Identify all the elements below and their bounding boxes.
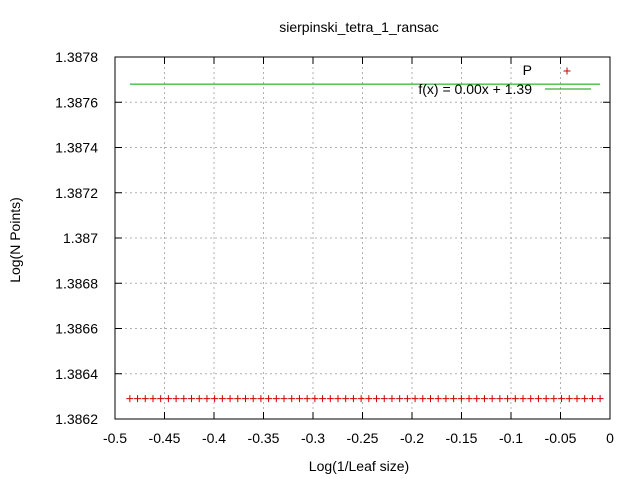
data-point — [565, 395, 573, 403]
data-point — [480, 395, 488, 403]
y-axis-label: Log(N Points) — [7, 197, 23, 283]
x-axis-label: Log(1/Leaf size) — [309, 458, 409, 474]
data-point — [419, 395, 427, 403]
data-point — [234, 395, 242, 403]
data-point — [403, 395, 411, 403]
data-point — [311, 395, 319, 403]
data-point — [588, 395, 596, 403]
y-tick-label: 1.3866 — [55, 321, 98, 337]
x-tick-label: -0.2 — [400, 430, 424, 446]
y-tick-labels: 1.3862 1.3864 1.3866 1.3868 1.387 1.3872 1.387… — [55, 49, 98, 427]
data-point — [573, 395, 581, 403]
data-point — [326, 395, 334, 403]
data-point — [272, 395, 280, 403]
data-point — [519, 395, 527, 403]
data-point — [457, 395, 465, 403]
y-tick-label: 1.3872 — [55, 185, 98, 201]
legend-label-points: P — [523, 62, 532, 78]
data-point — [534, 395, 542, 403]
x-tick-label: -0.3 — [301, 430, 325, 446]
data-point — [249, 395, 257, 403]
data-point — [488, 395, 496, 403]
series-layer — [126, 83, 604, 403]
data-point — [157, 395, 165, 403]
ticks — [114, 56, 611, 420]
data-point — [226, 395, 234, 403]
data-point — [303, 395, 311, 403]
y-tick-label: 1.3864 — [55, 366, 98, 382]
y-tick-label: 1.3878 — [55, 49, 98, 65]
data-point — [450, 395, 458, 403]
x-tick-label: 0 — [606, 430, 614, 446]
y-tick-label: 1.3868 — [55, 275, 98, 291]
legend-label-fit: f(x) = 0.00x + 1.39 — [418, 81, 532, 97]
data-point — [164, 395, 172, 403]
data-point — [195, 395, 203, 403]
x-tick-label: -0.25 — [347, 430, 379, 446]
chart-title: sierpinski_tetra_1_ransac — [279, 19, 439, 35]
data-point — [342, 395, 350, 403]
data-point — [581, 395, 589, 403]
data-point — [396, 395, 404, 403]
data-point — [349, 395, 357, 403]
data-point — [141, 395, 149, 403]
data-point — [241, 395, 249, 403]
data-point — [134, 395, 142, 403]
x-tick-label: -0.45 — [149, 430, 181, 446]
data-point — [188, 395, 196, 403]
data-point — [388, 395, 396, 403]
legend-marker-plus — [563, 67, 571, 75]
data-point — [411, 395, 419, 403]
data-point — [511, 395, 519, 403]
data-point — [203, 395, 211, 403]
data-point — [319, 395, 327, 403]
data-point — [149, 395, 157, 403]
x-tick-label: -0.15 — [446, 430, 478, 446]
y-tick-label: 1.3876 — [55, 94, 98, 110]
y-tick-label: 1.387 — [63, 230, 98, 246]
data-point — [365, 395, 373, 403]
data-point — [427, 395, 435, 403]
data-point — [280, 395, 288, 403]
x-tick-label: -0.35 — [248, 430, 280, 446]
data-point — [550, 395, 558, 403]
x-tick-label: -0.1 — [499, 430, 523, 446]
x-tick-label: -0.05 — [545, 430, 577, 446]
data-point — [265, 395, 273, 403]
data-point — [542, 395, 550, 403]
x-tick-label: -0.4 — [202, 430, 226, 446]
data-point — [373, 395, 381, 403]
data-point — [357, 395, 365, 403]
data-point — [211, 395, 219, 403]
data-point — [180, 395, 188, 403]
data-point — [126, 395, 134, 403]
y-tick-label: 1.3862 — [55, 411, 98, 427]
data-point — [496, 395, 504, 403]
data-point — [295, 395, 303, 403]
data-point — [434, 395, 442, 403]
data-point — [172, 395, 180, 403]
data-point — [257, 395, 265, 403]
data-point — [465, 395, 473, 403]
data-point — [288, 395, 296, 403]
data-point — [473, 395, 481, 403]
data-point — [334, 395, 342, 403]
data-point — [596, 395, 604, 403]
legend: P f(x) = 0.00x + 1.39 — [418, 62, 591, 97]
data-point — [380, 395, 388, 403]
data-point — [504, 395, 512, 403]
data-point — [558, 395, 566, 403]
y-tick-label: 1.3874 — [55, 140, 98, 156]
data-point — [527, 395, 535, 403]
x-tick-labels: -0.5 -0.45 -0.4 -0.35 -0.3 -0.25 -0.2 -0.15 -0.1… — [103, 430, 614, 446]
data-point — [218, 395, 226, 403]
legend-marker-points — [563, 67, 571, 75]
x-tick-label: -0.5 — [103, 430, 127, 446]
data-point — [442, 395, 450, 403]
